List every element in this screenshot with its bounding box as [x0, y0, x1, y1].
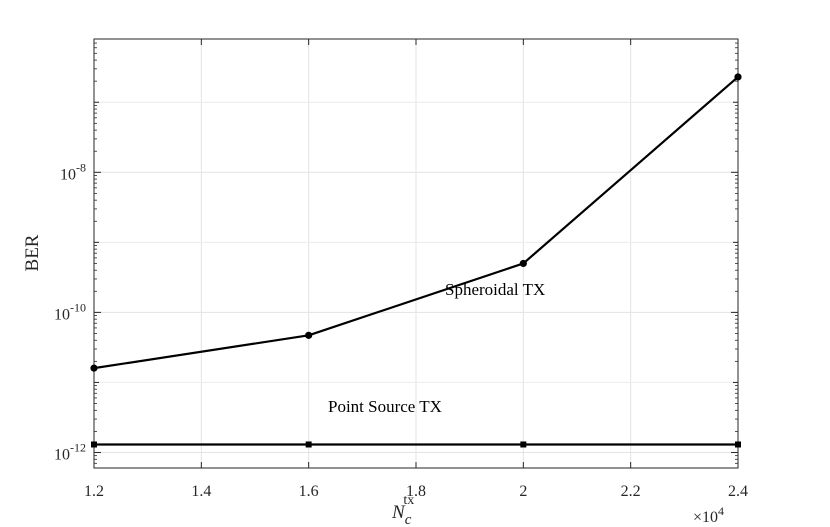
x-tick-label: 2: [519, 483, 527, 500]
x-exponent-base: ×10: [693, 509, 718, 526]
x-axis-exponent: ×104: [693, 504, 724, 526]
x-axis-ticks: 1.2 1.4 1.6 1.8 2 2.2 2.4: [84, 39, 748, 500]
series-layer: [90, 73, 742, 448]
y-tick-label: 10-8: [60, 160, 86, 183]
y-tick-label: 10-12: [54, 440, 86, 463]
y-axis-label: BER: [22, 234, 43, 271]
data-point: [734, 73, 742, 81]
data-point: [735, 441, 741, 448]
x-tick-label: 1.4: [191, 483, 211, 500]
annotation-spheroidal-tx: Spheroidal TX: [445, 280, 545, 299]
y-tick-exponent: -10: [70, 300, 86, 314]
x-exponent-power: 4: [718, 504, 724, 518]
y-tick-exponent: -12: [70, 440, 86, 454]
data-point: [519, 259, 527, 268]
data-point: [305, 331, 313, 339]
series-line-spheroidal-tx: [93, 76, 739, 370]
x-tick-label: 2.2: [621, 483, 641, 500]
x-tick-label: 2.4: [728, 483, 748, 500]
x-tick-label: 1.6: [299, 483, 319, 500]
grid: [93, 39, 739, 468]
y-tick-base: 10: [60, 166, 76, 183]
x-axis-label: Nc tx: [391, 493, 414, 527]
x-axis-label-sub: c: [405, 512, 412, 527]
data-point: [90, 364, 98, 372]
x-axis-label-main: N: [391, 502, 406, 523]
data-point: [91, 441, 97, 448]
x-tick-label: 1.8: [406, 483, 426, 500]
y-tick-base: 10: [54, 306, 70, 323]
x-tick-label: 1.2: [84, 483, 104, 500]
annotation-point-source-tx: Point Source TX: [328, 397, 442, 416]
y-tick-base: 10: [54, 446, 70, 463]
data-point: [520, 441, 527, 448]
y-tick-exponent: -8: [76, 160, 86, 174]
y-tick-label: 10-10: [54, 300, 86, 323]
data-point: [305, 441, 312, 448]
x-axis-label-sup: tx: [403, 493, 414, 508]
